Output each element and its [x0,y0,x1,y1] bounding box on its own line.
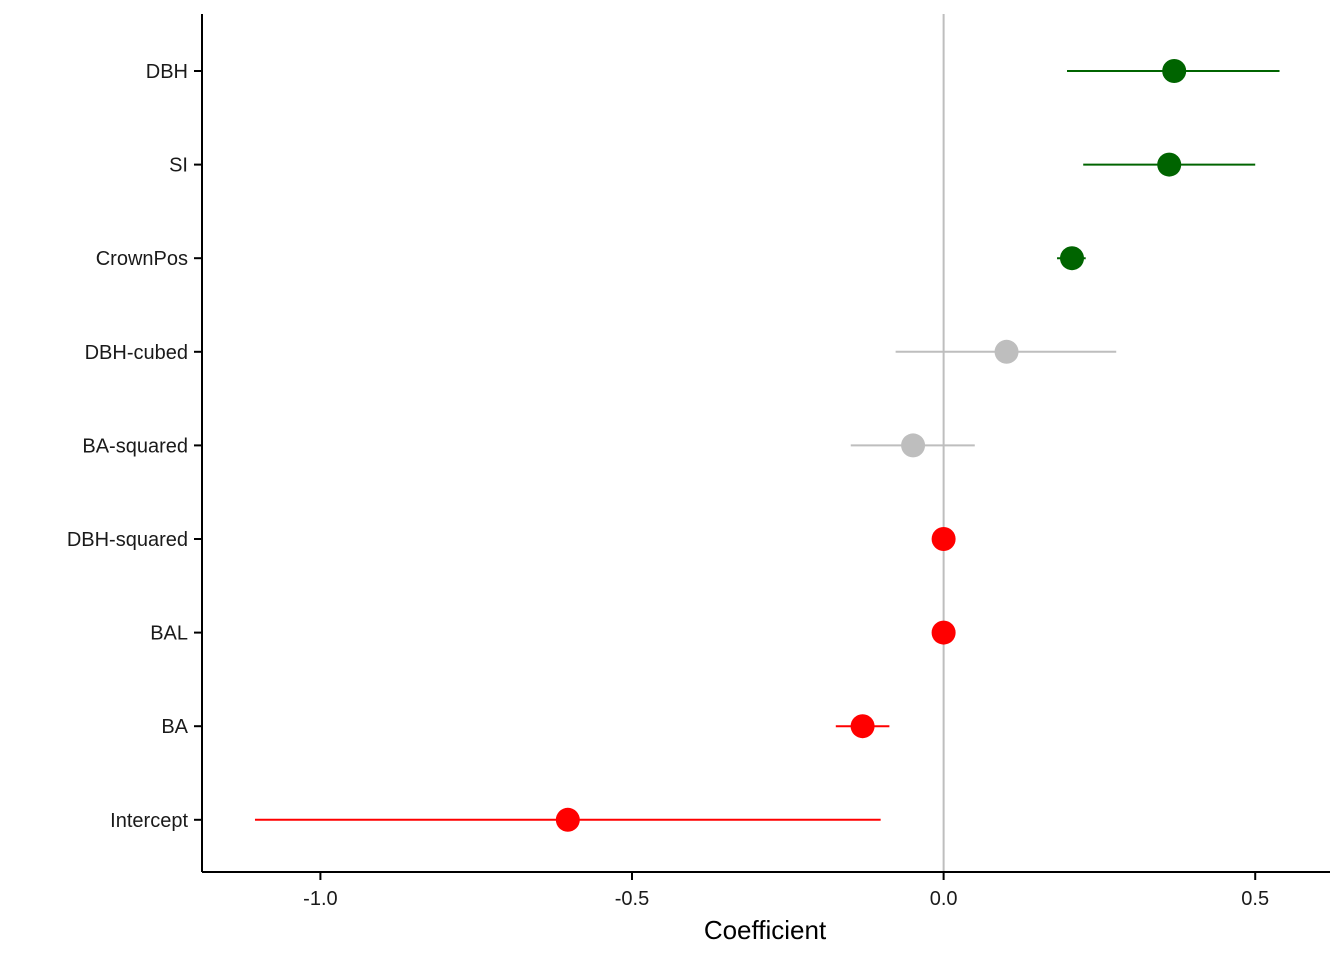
point-BAL [931,620,956,645]
y-tick-label-DBH-squared: DBH-squared [67,529,188,551]
y-tick-label-DBH: DBH [146,61,188,83]
point-BA-squared [901,433,926,458]
point-DBH-squared [931,527,956,551]
x-tick-label--1.0: -1.0 [303,888,337,910]
y-tick-label-CrownPos: CrownPos [96,248,188,270]
y-tick-label-DBH-cubed: DBH-cubed [85,342,188,364]
axis-layer: DBH SI CrownPos DBH-cubed BA-squared DBH-squa… [67,14,1330,910]
y-tick-label-BA: BA [161,716,188,738]
point-CrownPos [1059,246,1084,271]
y-tick-label-Intercept: Intercept [110,810,188,832]
x-tick-label-0.5: 0.5 [1241,888,1269,910]
y-tick-label-BAL: BAL [150,623,188,645]
point-Intercept [555,807,580,832]
x-tick-label--0.5: -0.5 [615,888,649,910]
x-axis-title: Coefficient [704,915,827,945]
point-DBH-cubed [994,339,1019,364]
point-DBH [1162,59,1187,83]
point-BA [850,714,875,739]
y-tick-label-BA-squared: BA-squared [82,435,188,457]
y-tick-label-SI: SI [169,155,188,177]
interval-layer [254,70,1280,821]
point-layer [555,59,1187,832]
x-tick-label-0.0: 0.0 [930,888,958,910]
point-SI [1157,152,1182,177]
